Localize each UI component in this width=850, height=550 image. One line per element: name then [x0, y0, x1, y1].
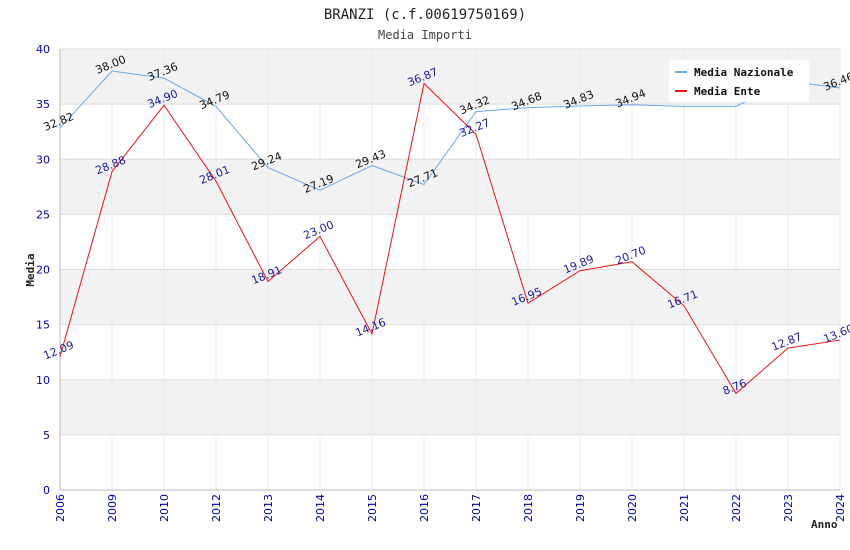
legend-label-ente: Media Ente — [694, 85, 761, 98]
legend-label-nazionale: Media Nazionale — [694, 66, 794, 79]
x-tick-label: 2013 — [262, 494, 275, 522]
x-axis-label: Anno — [811, 518, 838, 531]
grid-band — [60, 214, 840, 270]
y-tick-label: 25 — [36, 208, 50, 221]
legend-box — [669, 60, 809, 102]
x-tick-label: 2017 — [470, 494, 483, 522]
x-tick-label: 2020 — [626, 494, 639, 522]
grid-band — [60, 434, 840, 490]
x-tick-label: 2024 — [834, 494, 847, 522]
x-tick-label: 2006 — [54, 494, 67, 522]
y-tick-label: 20 — [36, 264, 50, 277]
x-tick-label: 2022 — [730, 494, 743, 522]
chart-title: BRANZI (c.f.00619750169) — [324, 7, 526, 23]
background-bands — [60, 49, 840, 490]
y-tick-label: 30 — [36, 153, 50, 166]
y-tick-label: 15 — [36, 319, 50, 332]
y-tick-label: 35 — [36, 98, 50, 111]
grid-band — [60, 104, 840, 160]
x-tick-label: 2023 — [782, 494, 795, 522]
x-tick-label: 2009 — [106, 494, 119, 522]
x-tick-label: 2012 — [210, 494, 223, 522]
series-lines — [59, 70, 841, 395]
y-tick-label: 40 — [36, 43, 50, 56]
y-tick-label: 10 — [36, 374, 50, 387]
x-tick-labels: 2006 2009 2010 2012 2013 2014 2015 2016 2017 2018… — [54, 494, 847, 522]
series-line-ente — [59, 82, 841, 395]
series-line-nazionale — [59, 70, 841, 191]
chart-subtitle: Media Importi — [378, 28, 472, 42]
grid-band — [60, 379, 840, 435]
y-axis-label: Media — [24, 253, 37, 286]
x-tick-label: 2021 — [678, 494, 691, 522]
x-tick-label: 2010 — [158, 494, 171, 522]
axes — [59, 49, 840, 491]
grid-band — [60, 159, 840, 215]
y-tick-label: 5 — [43, 429, 50, 442]
y-tick-labels: 0 5 10 15 20 25 30 35 40 — [36, 43, 50, 497]
legend: Media Nazionale Media Ente — [669, 60, 809, 102]
grid-band — [60, 269, 840, 325]
y-tick-label: 0 — [43, 484, 50, 497]
x-tick-label: 2018 — [522, 494, 535, 522]
x-tick-label: 2016 — [418, 494, 431, 522]
x-tick-label: 2019 — [574, 494, 587, 522]
x-tick-label: 2015 — [366, 494, 379, 522]
x-tick-label: 2014 — [314, 494, 327, 522]
grid-band — [60, 324, 840, 380]
